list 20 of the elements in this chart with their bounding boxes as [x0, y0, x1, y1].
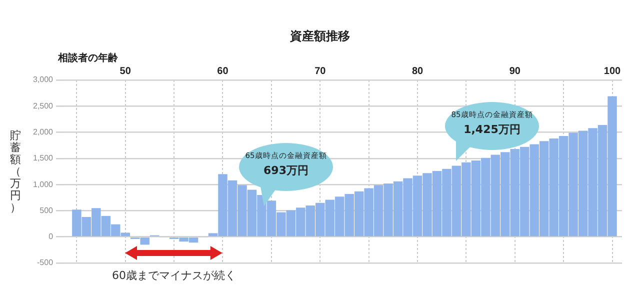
y-tick-label: 1,000	[32, 180, 54, 189]
chart-title: 資産額推移	[289, 28, 351, 45]
y-tick-label: 3,000	[32, 75, 54, 84]
y-tick-label: 1,500	[32, 154, 54, 163]
y-tick-label: 2,500	[32, 101, 54, 110]
x-tick-label: 80	[412, 66, 424, 77]
y-tick-label: 2,000	[32, 127, 54, 136]
y-tick-label: -500	[37, 258, 54, 268]
x-tick-label: 100	[604, 66, 622, 77]
x-tick-label: 50	[120, 66, 132, 77]
x-axis-title: 相談者の年齢	[58, 52, 118, 65]
annotation: 693万円	[264, 163, 308, 178]
text: 60歳までマイナスが続く	[112, 268, 236, 283]
y-axis-title: 貯蓄額（万円）	[9, 129, 22, 214]
x-tick-label: 70	[314, 66, 326, 77]
x-tick-label: 60	[217, 66, 229, 77]
y-tick-label: 500	[40, 206, 54, 215]
annotation: 1,425万円	[464, 122, 520, 137]
y-tick-label: 0	[48, 232, 54, 242]
x-tick-label: 90	[509, 66, 521, 77]
